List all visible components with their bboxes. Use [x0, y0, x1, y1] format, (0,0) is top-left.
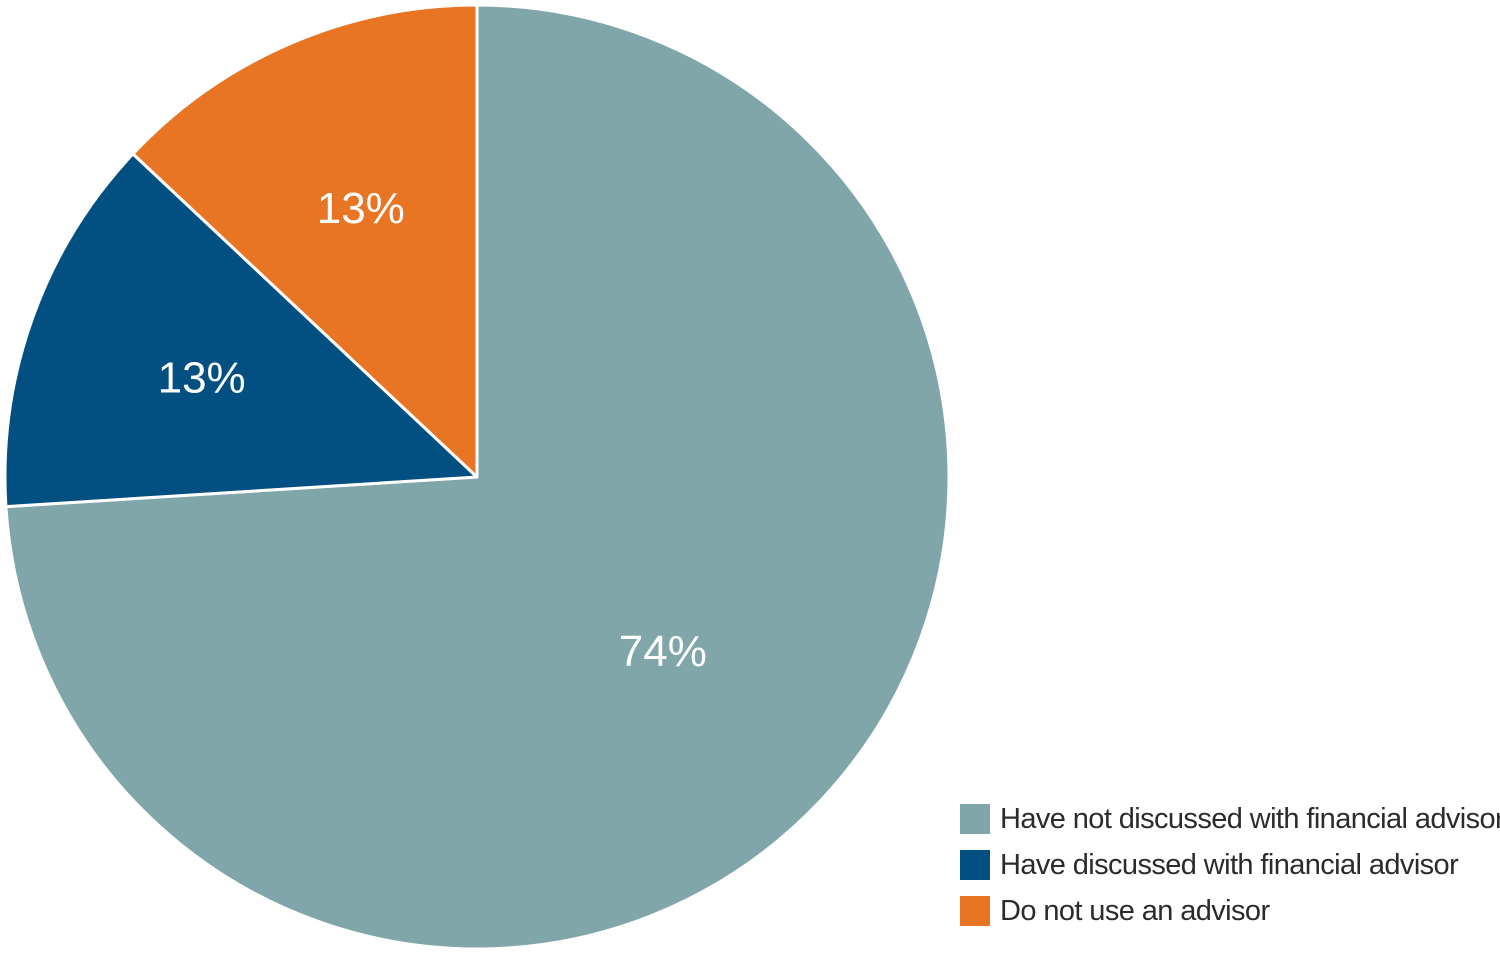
pie-slice-discussed	[3, 152, 479, 509]
pie-label-not-discussed: 74%	[619, 627, 707, 676]
legend: Have not discussed with financial adviso…	[960, 796, 1500, 934]
legend-swatch-discussed	[960, 850, 990, 880]
legend-label-discussed: Have discussed with financial advisor	[1000, 848, 1459, 881]
pie-slice-labels: 74% 13% 13%	[158, 184, 707, 676]
legend-item-not-discussed: Have not discussed with financial adviso…	[960, 796, 1500, 842]
pie-slices	[3, 3, 951, 951]
pie-label-no-advisor: 13%	[317, 184, 405, 233]
legend-swatch-not-discussed	[960, 804, 990, 834]
legend-swatch-no-advisor	[960, 896, 990, 926]
legend-item-no-advisor: Do not use an advisor	[960, 888, 1500, 934]
pie-label-discussed: 13%	[158, 353, 246, 402]
pie-slice-no-advisor	[131, 3, 479, 479]
legend-label-no-advisor: Do not use an advisor	[1000, 894, 1270, 927]
legend-item-discussed: Have discussed with financial advisor	[960, 842, 1500, 888]
legend-label-not-discussed: Have not discussed with financial adviso…	[1000, 802, 1500, 835]
